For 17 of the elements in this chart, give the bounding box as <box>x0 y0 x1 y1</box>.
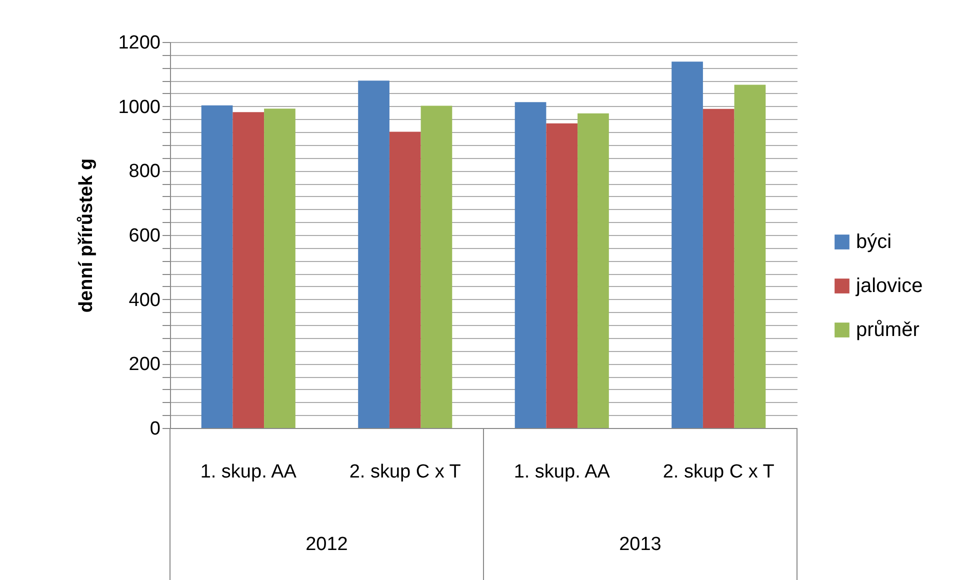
y-tick-label: 200 <box>128 354 160 376</box>
y-tick-label: 400 <box>128 290 160 311</box>
legend-label: býci <box>856 231 892 253</box>
text: 2013 <box>619 534 662 555</box>
y-tick-label: 800 <box>128 161 160 182</box>
legend-label: jalovice <box>855 275 923 297</box>
x-tick-label: 2. skup C x T <box>662 462 775 482</box>
x-tick-label: 1. skup. AA <box>514 462 610 482</box>
y-tick-label: 1000 <box>118 96 160 118</box>
text: 2012 <box>306 534 348 555</box>
y-tick-label: 600 <box>128 226 160 246</box>
x-tick-label: 2. skup C x T <box>349 462 462 482</box>
y-axis-title: denní přírůstek g <box>76 158 98 313</box>
y-tick-label: 0 <box>150 418 160 440</box>
y-tick-label: 1200 <box>118 32 160 54</box>
legend-label: průměr <box>856 319 920 341</box>
x-tick-label: 1. skup. AA <box>200 462 297 482</box>
